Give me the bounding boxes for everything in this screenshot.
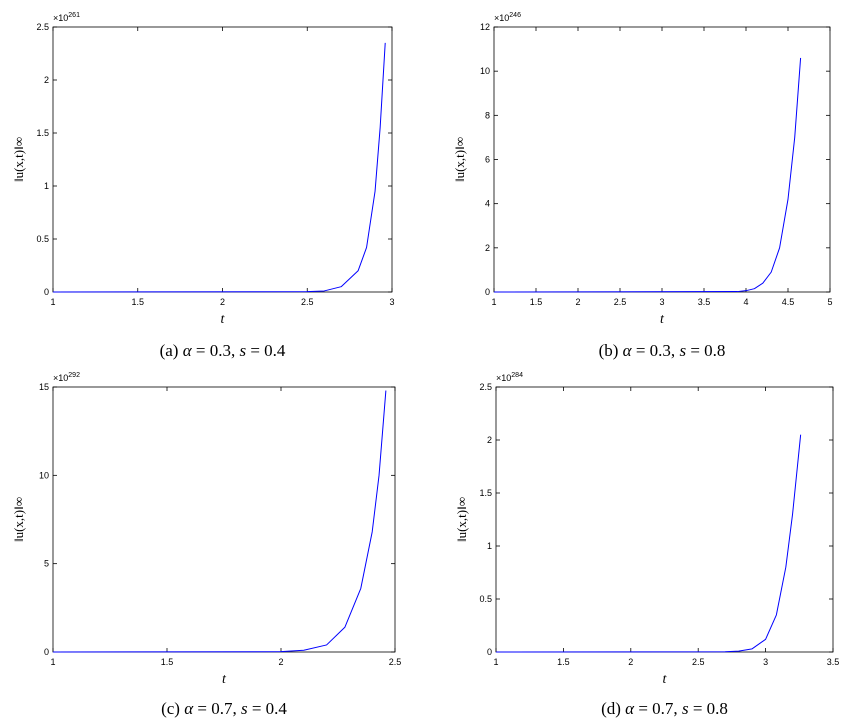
y-tick-label: 1.5: [479, 488, 492, 498]
y-exponent-label: ×10292: [53, 372, 80, 383]
y-tick-label: 0.5: [36, 234, 49, 244]
x-tick-label: 3: [659, 297, 664, 307]
series-line: [493, 57, 802, 293]
axes-box: [493, 26, 831, 293]
x-tick-label: 2.5: [692, 657, 705, 667]
x-tick-label: 4.5: [782, 297, 795, 307]
x-tick-label: 1.5: [131, 297, 144, 307]
series-line: [52, 42, 386, 293]
y-tick-label: 4: [485, 199, 490, 209]
x-tick-label: 3: [763, 657, 768, 667]
y-axis-label: ‖u(x,t)‖∞: [452, 137, 467, 182]
y-tick-label: 2.5: [36, 22, 49, 32]
y-tick-label: 8: [485, 110, 490, 120]
y-tick-label: 10: [39, 470, 49, 480]
x-axis-label: t: [660, 312, 665, 327]
series-line: [52, 390, 387, 653]
x-axis-label: t: [222, 672, 227, 687]
y-tick-label: 2: [485, 243, 490, 253]
axes-box: [52, 26, 393, 293]
x-tick-label: 4: [743, 297, 748, 307]
y-axis-label: ‖u(x,t)‖∞: [454, 497, 469, 542]
y-tick-label: 0.5: [479, 594, 492, 604]
panel-caption: (a) α = 0.3, s = 0.4: [160, 341, 286, 360]
x-tick-label: 1: [50, 297, 55, 307]
y-tick-label: 10: [480, 66, 490, 76]
x-tick-label: 3: [389, 297, 394, 307]
x-tick-label: 1.5: [530, 297, 543, 307]
x-tick-label: 1.5: [557, 657, 570, 667]
x-tick-label: 1: [491, 297, 496, 307]
y-tick-label: 0: [487, 647, 492, 657]
x-tick-label: 1.5: [161, 657, 174, 667]
chart-panel: 1 1.5 2 2.5 3 0 0.5 1 1.5 2 2.5 ×10261 t ‖u(x,t)‖∞ (a)…: [11, 12, 395, 360]
x-tick-label: 2: [278, 657, 283, 667]
x-tick-label: 2.5: [301, 297, 314, 307]
x-tick-label: 5: [827, 297, 832, 307]
x-axis-label: t: [221, 312, 226, 327]
x-tick-label: 2: [575, 297, 580, 307]
y-axis-label: ‖u(x,t)‖∞: [11, 137, 26, 182]
x-tick-label: 3.5: [827, 657, 840, 667]
chart-panel: 1 1.5 2 2.5 3 3.5 4 4.5 5 0 2 4 6 8 10 12 ×10246 t ‖u(x,t)…: [452, 12, 833, 360]
y-tick-label: 15: [39, 382, 49, 392]
y-tick-label: 12: [480, 22, 490, 32]
x-tick-label: 1: [50, 657, 55, 667]
y-tick-label: 0: [44, 287, 49, 297]
panel-caption: (b) α = 0.3, s = 0.8: [599, 341, 726, 360]
y-tick-label: 1.5: [36, 128, 49, 138]
x-tick-label: 3.5: [698, 297, 711, 307]
y-tick-label: 5: [44, 559, 49, 569]
y-tick-label: 0: [44, 647, 49, 657]
chart-panel: 1 1.5 2 2.5 3 3.5 0 0.5 1 1.5 2 2.5 ×10284 t ‖u(x,t)‖∞…: [454, 372, 839, 718]
y-exponent-label: ×10284: [496, 372, 523, 383]
series-line: [495, 434, 802, 653]
chart-panel: 1 1.5 2 2.5 0 5 10 15 ×10292 t ‖u(x,t)‖∞ (c) α = 0.…: [11, 372, 401, 718]
x-tick-label: 2.5: [389, 657, 402, 667]
y-tick-label: 2.5: [479, 382, 492, 392]
y-tick-label: 1: [487, 541, 492, 551]
x-tick-label: 2.5: [614, 297, 627, 307]
x-tick-label: 1: [493, 657, 498, 667]
x-tick-label: 2: [220, 297, 225, 307]
axes-box: [495, 386, 834, 653]
panel-caption: (d) α = 0.7, s = 0.8: [601, 699, 728, 718]
axes-box: [52, 386, 396, 653]
panel-caption: (c) α = 0.7, s = 0.4: [161, 699, 287, 718]
y-exponent-label: ×10246: [494, 12, 521, 23]
y-tick-label: 2: [487, 435, 492, 445]
y-tick-label: 1: [44, 181, 49, 191]
x-tick-label: 2: [628, 657, 633, 667]
y-exponent-label: ×10261: [53, 12, 80, 23]
y-tick-label: 0: [485, 287, 490, 297]
y-axis-label: ‖u(x,t)‖∞: [11, 497, 26, 542]
y-tick-label: 2: [44, 75, 49, 85]
x-axis-label: t: [663, 672, 668, 687]
y-tick-label: 6: [485, 155, 490, 165]
